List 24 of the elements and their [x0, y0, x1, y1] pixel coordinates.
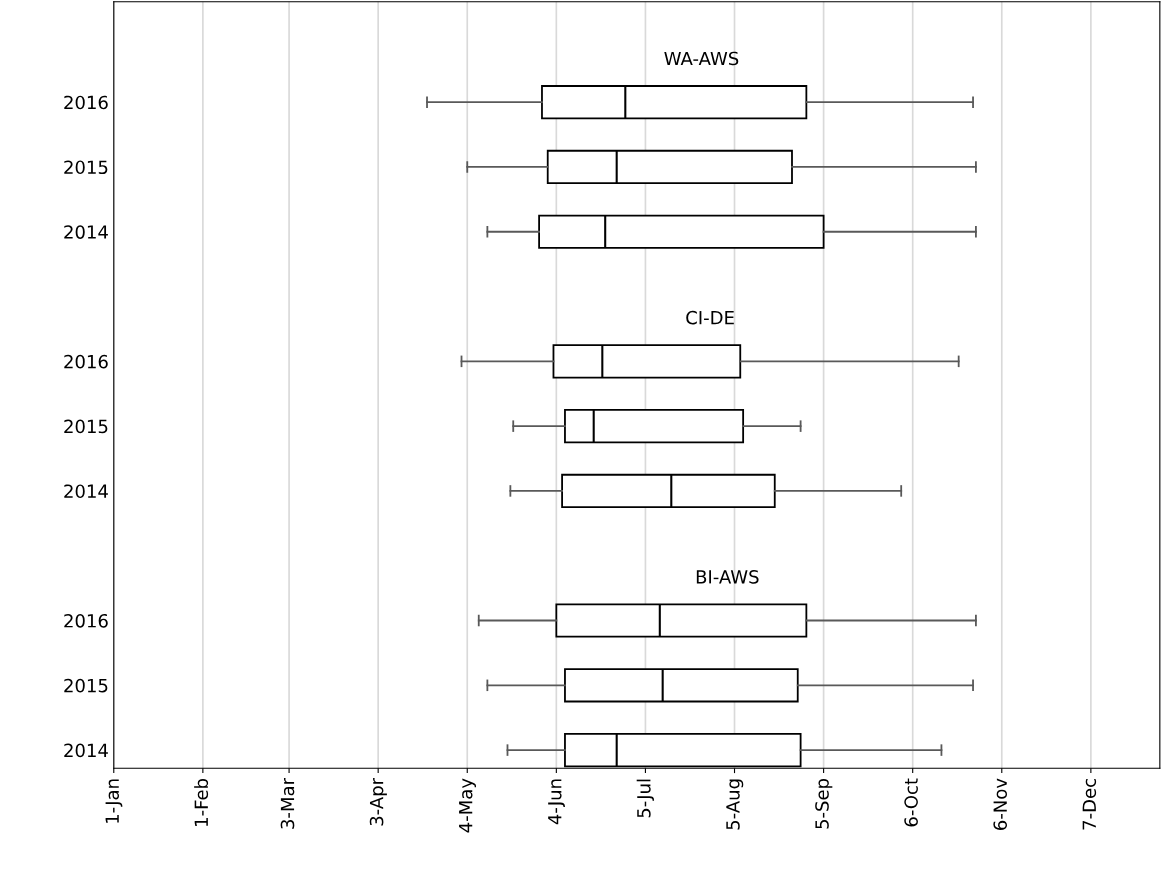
- annotation: WA-AWS: [664, 51, 739, 66]
- x-tick-label: 6-Oct: [904, 778, 918, 827]
- x-tick-label: 7-Dec: [1082, 779, 1097, 830]
- x-tick-label: 5-Jul: [636, 779, 655, 818]
- x-tick-label: 4-May: [459, 778, 476, 833]
- y-tick-label: 2016: [64, 95, 108, 110]
- x-tick-label: 1-Feb: [194, 778, 209, 826]
- x-tick-label: 6-Nov: [993, 778, 1008, 830]
- y-tick-label: 2016: [64, 354, 108, 369]
- y-tick-label: 2014: [64, 225, 108, 239]
- x-tick-label: 1-Jan: [105, 779, 123, 823]
- y-tick-label: 2014: [64, 484, 108, 499]
- y-tick-label: 2015: [64, 419, 108, 434]
- y-tick-label: 2014: [64, 743, 108, 758]
- annotation: CI-DE: [686, 310, 734, 325]
- x-tick-label: 5-Sep: [815, 778, 833, 829]
- y-tick-label: 2015: [64, 678, 108, 693]
- y-tick-label: 2016: [64, 613, 108, 628]
- x-tick-label: 3-Mar: [280, 777, 295, 829]
- annotation: BI-AWS: [696, 569, 759, 584]
- x-tick-label: 3-Apr: [369, 777, 387, 826]
- x-tick-label: 5-Aug: [726, 779, 744, 830]
- x-tick-label: 4-Jun: [548, 779, 565, 825]
- y-tick-label: 2015: [64, 160, 108, 175]
